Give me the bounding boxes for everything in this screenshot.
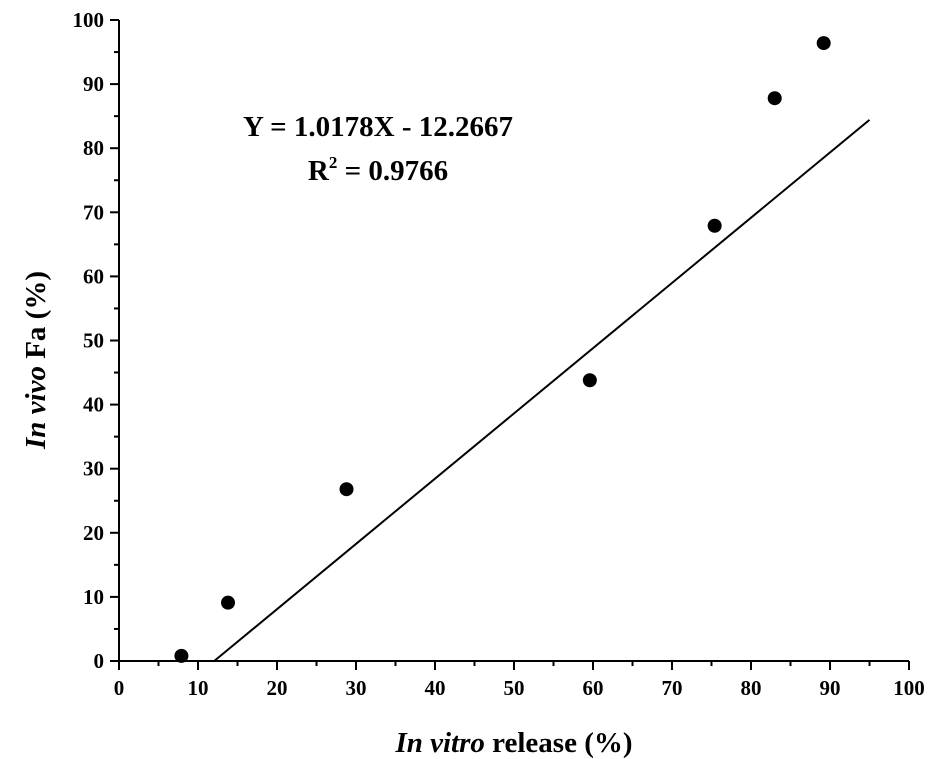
x-axis-title: In vitro release (%) bbox=[394, 727, 632, 759]
data-point bbox=[174, 648, 189, 663]
x-tick-label: 10 bbox=[188, 676, 209, 700]
x-tick-label: 80 bbox=[741, 676, 762, 700]
x-tick-label: 30 bbox=[346, 676, 367, 700]
y-tick-label: 50 bbox=[83, 329, 104, 353]
x-tick-label: 100 bbox=[893, 676, 925, 700]
fit-line bbox=[213, 119, 871, 662]
x-tick-label: 40 bbox=[425, 676, 446, 700]
x-tick-label: 70 bbox=[662, 676, 683, 700]
data-point bbox=[816, 36, 831, 51]
y-tick-label: 70 bbox=[83, 200, 104, 224]
y-tick-label: 0 bbox=[94, 649, 105, 673]
y-tick-label: 90 bbox=[83, 72, 104, 96]
x-tick-label: 60 bbox=[583, 676, 604, 700]
y-tick-label: 80 bbox=[83, 136, 104, 160]
data-point bbox=[582, 373, 597, 388]
axes bbox=[118, 20, 909, 662]
data-point bbox=[707, 218, 722, 233]
x-tick-label: 20 bbox=[267, 676, 288, 700]
tick-labels: 0 10 20 30 40 50 60 70 80 90 100 0 10 20 30 40 50 60 70 80 9… bbox=[73, 8, 925, 700]
data-point bbox=[221, 595, 236, 610]
ticks bbox=[110, 19, 910, 670]
x-tick-label: 50 bbox=[504, 676, 525, 700]
y-tick-label: 20 bbox=[83, 521, 104, 545]
equation-label: Y = 1.0178X - 12.2667 bbox=[243, 111, 513, 143]
data-points bbox=[174, 36, 831, 663]
y-tick-label: 100 bbox=[73, 8, 105, 32]
y-tick-label: 40 bbox=[83, 393, 104, 417]
x-tick-label: 0 bbox=[114, 676, 125, 700]
y-tick-label: 60 bbox=[83, 264, 104, 288]
x-tick-label: 90 bbox=[820, 676, 841, 700]
r-squared-label: R2 = 0.9766 bbox=[308, 153, 448, 187]
data-point bbox=[339, 482, 354, 497]
data-point bbox=[767, 91, 782, 106]
y-axis-title: In vivo Fa (%) bbox=[20, 271, 52, 450]
y-tick-label: 10 bbox=[83, 585, 104, 609]
y-tick-label: 30 bbox=[83, 457, 104, 481]
